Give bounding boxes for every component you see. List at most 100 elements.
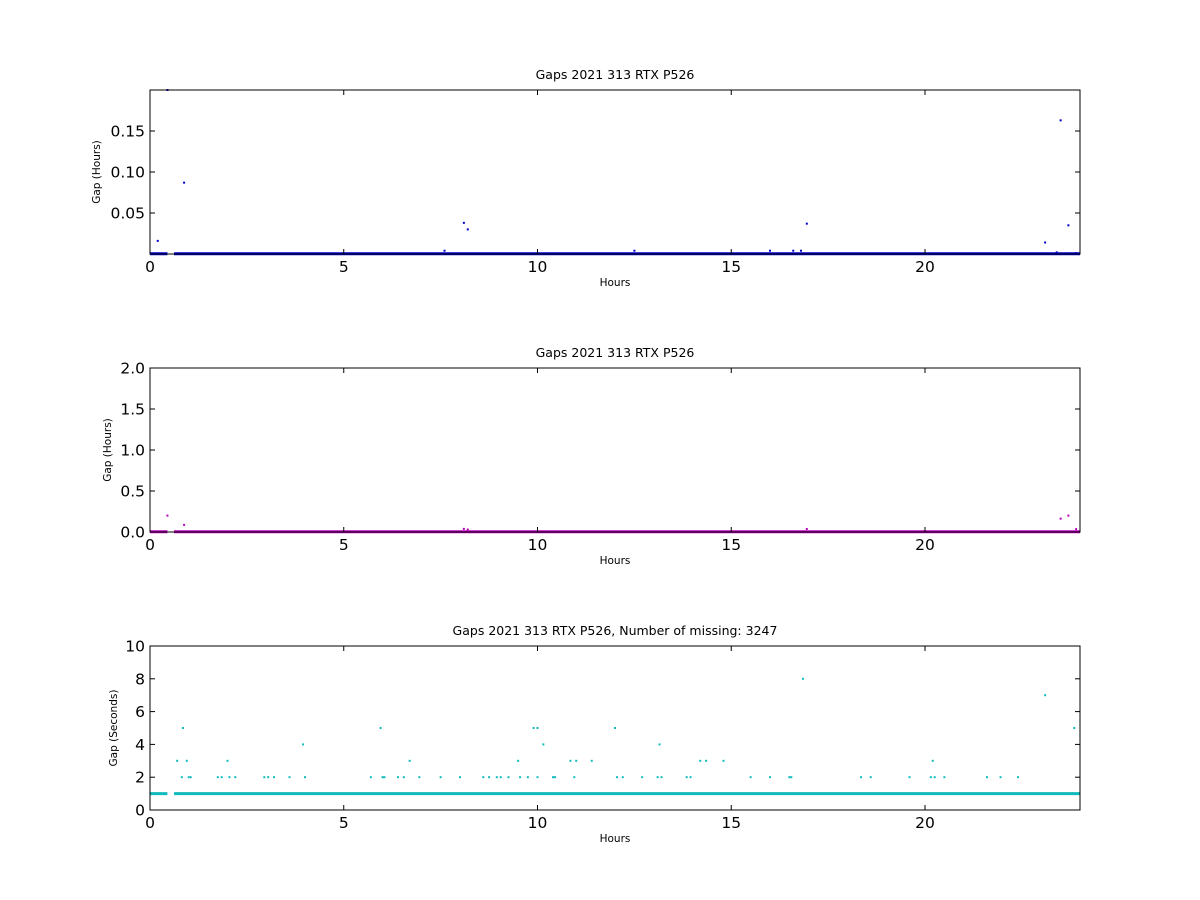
data-point bbox=[1075, 528, 1078, 531]
data-marks bbox=[150, 514, 1080, 534]
data-point bbox=[166, 514, 169, 517]
data-point bbox=[542, 743, 545, 746]
data-point bbox=[1067, 224, 1070, 227]
data-point bbox=[569, 759, 572, 762]
y-tick-label: 6 bbox=[135, 703, 145, 721]
data-point bbox=[408, 759, 411, 762]
data-point bbox=[705, 759, 708, 762]
data-point bbox=[532, 727, 535, 729]
data-point bbox=[1059, 517, 1062, 520]
data-point bbox=[641, 776, 644, 779]
data-point bbox=[459, 776, 461, 779]
data-point bbox=[1059, 119, 1062, 122]
x-tick-label: 10 bbox=[528, 536, 548, 554]
data-point bbox=[656, 776, 659, 779]
data-point bbox=[216, 776, 219, 779]
x-tick-label: 10 bbox=[528, 258, 548, 276]
data-point bbox=[526, 776, 529, 779]
data-point bbox=[263, 776, 266, 779]
data-point bbox=[183, 523, 186, 526]
y-tick-label: 0.05 bbox=[110, 205, 145, 223]
x-tick-label: 5 bbox=[339, 814, 349, 832]
chart-title: Gaps 2021 313 RTX P526 bbox=[536, 345, 695, 360]
data-point bbox=[383, 776, 386, 779]
data-point bbox=[722, 759, 725, 762]
data-point bbox=[267, 776, 270, 779]
data-point bbox=[1073, 727, 1076, 729]
data-point bbox=[482, 776, 485, 779]
x-tick-label: 20 bbox=[915, 258, 935, 276]
x-tick-label: 0 bbox=[145, 258, 155, 276]
data-point bbox=[189, 776, 192, 779]
x-axis-label: Hours bbox=[600, 555, 631, 567]
x-tick-label: 20 bbox=[915, 814, 935, 832]
data-point bbox=[933, 776, 936, 779]
data-marks bbox=[150, 677, 1080, 796]
axes-frame bbox=[149, 89, 1081, 255]
data-point bbox=[800, 249, 802, 252]
x-tick-label: 5 bbox=[339, 258, 349, 276]
data-point bbox=[929, 776, 932, 779]
data-point bbox=[805, 222, 808, 225]
data-point bbox=[499, 776, 502, 779]
data-point bbox=[573, 776, 576, 779]
data-point bbox=[986, 776, 988, 779]
data-point bbox=[801, 677, 804, 680]
x-tick-label: 10 bbox=[528, 814, 548, 832]
y-tick-label: 1.5 bbox=[120, 401, 145, 419]
x-tick-label: 5 bbox=[339, 536, 349, 554]
data-point bbox=[869, 776, 872, 779]
data-point bbox=[156, 239, 159, 242]
data-point bbox=[519, 776, 522, 779]
data-point bbox=[614, 727, 616, 729]
data-point bbox=[685, 776, 688, 779]
data-point bbox=[181, 727, 184, 729]
y-axis-label: Gap (Seconds) bbox=[108, 690, 120, 767]
data-point bbox=[273, 776, 275, 779]
data-point bbox=[302, 743, 305, 746]
data-point bbox=[288, 776, 291, 779]
y-axis-label: Gap (Hours) bbox=[91, 140, 103, 204]
data-point bbox=[769, 249, 771, 252]
data-point bbox=[805, 527, 808, 530]
data-point bbox=[860, 776, 863, 779]
data-point bbox=[553, 776, 556, 779]
data-point bbox=[462, 221, 465, 224]
data-point bbox=[769, 776, 771, 779]
data-point bbox=[658, 743, 661, 746]
y-tick-label: 0 bbox=[135, 802, 145, 820]
x-tick-label: 0 bbox=[145, 814, 155, 832]
y-axis-label: Gap (Hours) bbox=[102, 418, 114, 482]
data-point bbox=[575, 759, 578, 762]
data-point bbox=[615, 776, 618, 779]
axes-frame bbox=[149, 367, 1081, 533]
chart-title: Gaps 2021 313 RTX P526, Number of missin… bbox=[453, 623, 778, 638]
data-point bbox=[1055, 251, 1058, 254]
y-tick-label: 0.0 bbox=[120, 524, 145, 542]
data-point bbox=[788, 776, 791, 779]
data-point bbox=[187, 776, 190, 779]
y-tick-label: 8 bbox=[135, 670, 145, 688]
subplot-3: 0 5 10 15 20 0 2 4 6 8 10 Gaps 2021 313 RTX P526, N… bbox=[108, 623, 1081, 845]
data-point bbox=[999, 776, 1002, 779]
data-point bbox=[621, 776, 624, 779]
data-point bbox=[908, 776, 911, 779]
data-point bbox=[402, 776, 405, 779]
chart-title: Gaps 2021 313 RTX P526 bbox=[536, 67, 695, 82]
y-tick-label: 0.15 bbox=[110, 123, 145, 141]
data-point bbox=[220, 776, 223, 779]
data-point bbox=[176, 759, 179, 762]
data-point bbox=[1075, 252, 1078, 255]
y-tick-label: 0.5 bbox=[120, 483, 145, 501]
x-tick-label: 0 bbox=[145, 536, 155, 554]
data-point bbox=[443, 249, 446, 252]
data-point bbox=[590, 759, 593, 762]
data-marks bbox=[150, 89, 1080, 256]
data-point bbox=[507, 776, 510, 779]
data-point bbox=[418, 776, 421, 779]
data-point bbox=[1044, 241, 1047, 244]
data-point bbox=[180, 776, 183, 779]
data-point bbox=[1017, 776, 1019, 779]
x-axis-label: Hours bbox=[600, 277, 631, 289]
